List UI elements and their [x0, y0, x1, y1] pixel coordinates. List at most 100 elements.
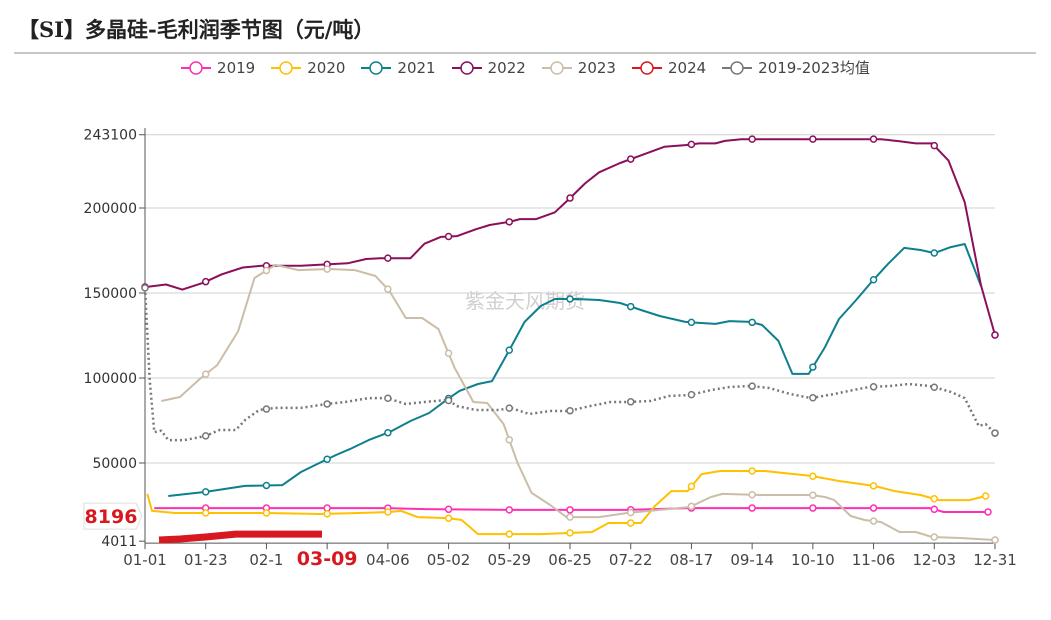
x-tick-label: 12-31	[973, 551, 1017, 569]
x-tick-label: 07-22	[609, 551, 653, 569]
legend-label: 2024	[667, 58, 707, 77]
data-point	[626, 508, 635, 517]
chart-title: 【SI】多晶硅-毛利润季节图（元/吨）	[18, 17, 375, 42]
data-point	[141, 284, 149, 292]
x-tick-label: 03-09	[297, 548, 358, 570]
legend-item-2019-2023均值[interactable]: 2019-2023均值	[722, 57, 870, 78]
series-line	[146, 470, 986, 536]
data-point	[869, 504, 878, 512]
data-point	[869, 135, 878, 143]
data-point	[626, 398, 635, 406]
legend-item-2021[interactable]: 2021	[361, 57, 436, 78]
data-point	[505, 218, 514, 226]
data-point	[809, 393, 817, 402]
data-point	[444, 349, 453, 358]
data-point	[505, 436, 514, 444]
series-2023	[161, 263, 999, 544]
legend-label: 2021	[397, 58, 436, 77]
data-point	[201, 509, 210, 517]
legend-label: 2023	[577, 58, 616, 77]
data-point	[384, 254, 392, 262]
data-point	[444, 232, 453, 241]
data-point	[323, 455, 331, 464]
y-tick-label: 200000	[84, 201, 137, 217]
legend-item-2023[interactable]: 2023	[541, 57, 616, 78]
y-tick-label: 150000	[84, 286, 137, 302]
data-point	[981, 492, 990, 500]
data-point	[809, 491, 817, 499]
data-point	[505, 530, 514, 538]
series-line	[143, 287, 996, 442]
data-point	[687, 482, 696, 491]
data-point	[444, 396, 453, 405]
data-point	[384, 508, 392, 516]
data-point	[384, 428, 392, 437]
data-point	[566, 506, 574, 514]
series-2020	[146, 467, 990, 538]
data-point	[384, 394, 392, 403]
x-tick-label: 09-14	[730, 551, 774, 569]
legend-marker-icon	[361, 60, 392, 75]
data-point	[687, 140, 696, 149]
data-point	[201, 370, 210, 378]
data-point	[566, 529, 574, 537]
title-divider	[14, 52, 1036, 54]
data-point	[323, 265, 331, 273]
x-tick-label: 02-1	[249, 551, 283, 569]
data-point	[566, 295, 574, 303]
data-point	[201, 277, 210, 286]
data-point	[869, 517, 878, 525]
legend-item-2022[interactable]: 2022	[451, 57, 526, 78]
data-point	[930, 505, 939, 514]
data-point	[930, 249, 939, 257]
data-point	[748, 504, 756, 512]
legend-item-2020[interactable]: 2020	[271, 57, 345, 78]
legend-label: 2022	[487, 58, 526, 77]
x-tick-label: 06-25	[548, 551, 592, 569]
data-point	[201, 488, 210, 496]
series-2021	[168, 243, 982, 497]
data-point	[748, 318, 756, 327]
legend-item-2024[interactable]: 2024	[631, 57, 707, 78]
data-point	[384, 285, 392, 293]
data-point	[626, 302, 635, 311]
data-point	[566, 513, 574, 521]
legend-item-2019[interactable]: 2019	[181, 57, 255, 78]
legend-marker-icon	[722, 60, 753, 75]
data-point	[566, 406, 574, 415]
data-point	[505, 404, 514, 412]
data-point	[262, 266, 271, 275]
legend-marker-icon	[541, 60, 572, 75]
data-point	[809, 363, 817, 371]
data-point	[262, 405, 271, 413]
y-pointer-label: 8196	[85, 506, 138, 528]
series-line	[168, 243, 982, 497]
series-line	[144, 138, 996, 336]
series-2019-2023均值	[141, 284, 999, 442]
x-tick-label: 11-06	[852, 551, 896, 569]
data-point	[687, 390, 696, 399]
data-point	[748, 135, 756, 143]
data-point	[444, 505, 453, 514]
x-tick-label: 05-29	[487, 551, 531, 569]
y-tick-label: 50000	[92, 456, 137, 472]
data-point	[626, 155, 635, 163]
series-2024	[158, 530, 322, 544]
data-point	[687, 318, 696, 327]
data-point	[809, 504, 817, 512]
legend-label: 2019	[217, 58, 256, 77]
x-tick-label: 04-06	[366, 551, 410, 569]
x-tick-label: 10-10	[791, 551, 835, 569]
data-point	[262, 509, 271, 517]
legend-marker-icon	[631, 60, 662, 75]
legend-label: 2019-2023均值	[758, 59, 870, 77]
data-point	[809, 135, 817, 143]
data-point	[748, 467, 756, 475]
data-point	[201, 432, 210, 440]
data-point	[748, 491, 756, 499]
data-point	[748, 382, 756, 390]
data-point	[566, 194, 574, 202]
data-point	[930, 494, 939, 503]
